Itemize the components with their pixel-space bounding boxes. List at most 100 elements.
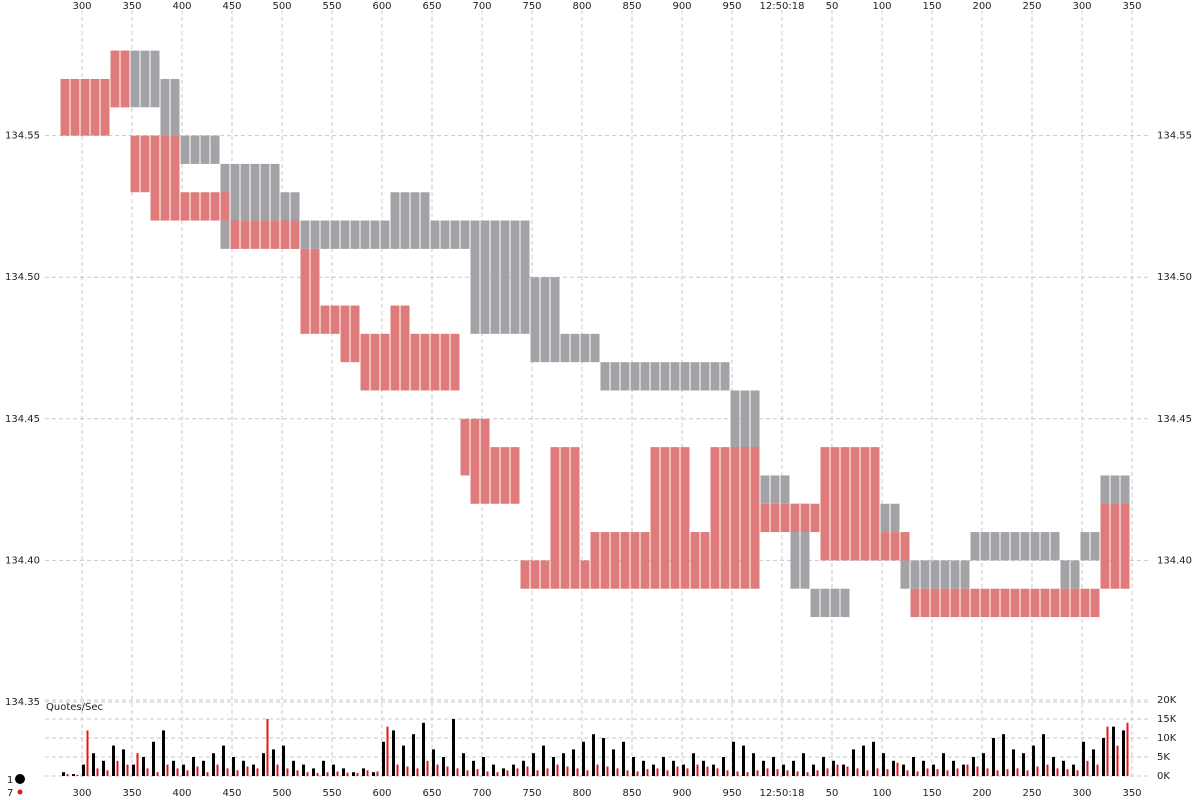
x-tick-label: 400 [172, 788, 191, 799]
price-range-bar [240, 220, 250, 249]
volume-bar [852, 749, 855, 776]
volume-bar [422, 722, 425, 776]
volume-bar [282, 745, 285, 776]
volume-bar [772, 757, 775, 776]
volume-bar [626, 770, 629, 776]
price-range-bar [620, 532, 630, 589]
volume-bar [542, 745, 545, 776]
volume-bar [352, 772, 355, 776]
legend-label: 1 [7, 775, 13, 786]
volume-bar [296, 770, 299, 776]
price-range-bar [840, 588, 850, 618]
volume-bar [1012, 749, 1015, 776]
price-range-bar [830, 447, 840, 561]
volume-bar [402, 745, 405, 776]
price-range-bar [950, 588, 960, 618]
volume-bar [346, 772, 349, 776]
volume-bar [1126, 722, 1129, 776]
volume-bar [912, 757, 915, 776]
volume-bar [472, 760, 475, 776]
price-range-bar [370, 220, 380, 249]
volume-bar [112, 745, 115, 776]
price-range-bar [840, 447, 850, 561]
price-range-bar [860, 447, 870, 561]
x-tick-label: 650 [422, 1, 441, 12]
price-range-bar [510, 220, 520, 334]
x-tick-label: 350 [122, 1, 141, 12]
volume-bar [592, 734, 595, 776]
volume-bar [702, 760, 705, 776]
volume-bar [796, 771, 799, 776]
volume-bar [386, 726, 389, 776]
volume-bar [926, 768, 929, 776]
x-tick-label: 900 [672, 1, 691, 12]
price-range-bar [1100, 503, 1110, 589]
price-range-bar [1080, 588, 1090, 618]
volume-bar [686, 768, 689, 776]
price-range-bar [790, 503, 800, 589]
volume-bar [766, 768, 769, 776]
price-range-bar [1120, 503, 1130, 589]
x-tick-label: 750 [522, 1, 541, 12]
volume-bar [892, 760, 895, 776]
price-range-bar [640, 362, 650, 391]
price-range-bar [410, 333, 420, 391]
price-range-bar [190, 135, 200, 164]
volume-bar [922, 760, 925, 776]
price-range-bar [510, 447, 520, 504]
volume-bar [822, 757, 825, 776]
x-tick-label: 800 [572, 1, 591, 12]
price-range-bar [210, 192, 220, 221]
volume-bar [1002, 734, 1005, 776]
price-range-bar [670, 447, 680, 589]
volume-bar [566, 766, 569, 776]
volume-bar [372, 772, 375, 776]
price-range-bar [310, 248, 320, 334]
price-range-bar [830, 588, 840, 618]
volume-bar [986, 768, 989, 776]
volume-bar [286, 768, 289, 776]
volume-bar [642, 760, 645, 776]
volume-bar [656, 768, 659, 776]
price-range-bar [770, 475, 780, 504]
volume-bar [676, 766, 679, 776]
price-range-bar [370, 333, 380, 391]
volume-bar [496, 772, 499, 776]
price-range-bar [320, 305, 330, 334]
price-range-bar [720, 362, 730, 391]
volume-bar [126, 764, 129, 776]
price-layer [60, 50, 1130, 618]
x-tick-label: 350 [122, 788, 141, 799]
volume-bar [92, 753, 95, 776]
volume-bar [1096, 764, 1099, 776]
volume-bar [762, 760, 765, 776]
price-range-bar [260, 220, 270, 249]
price-range-bar [320, 220, 330, 249]
volume-bar [176, 768, 179, 776]
price-range-bar [1020, 532, 1030, 561]
volume-bar [896, 762, 899, 776]
volume-bar [262, 753, 265, 776]
price-range-bar [430, 333, 440, 391]
y2-tick-label: 134.45 [1157, 414, 1192, 425]
price-range-bar [580, 333, 590, 363]
volume-bar [602, 738, 605, 776]
volume-tick-label: 15K [1157, 714, 1177, 725]
volume-bar [996, 770, 999, 776]
volume-bar [776, 769, 779, 776]
volume-bar [476, 769, 479, 776]
volume-bar [546, 768, 549, 776]
volume-bar [1082, 741, 1085, 776]
volume-bar [1106, 726, 1109, 776]
price-range-bar [630, 532, 640, 589]
volume-bar [1006, 769, 1009, 776]
price-range-bar [1000, 532, 1010, 561]
volume-bar [292, 760, 295, 776]
price-range-bar [140, 135, 150, 193]
label-layer: Quotes/Sec 1 7 300 300 350 350 400 400 450 450 5… [5, 1, 1192, 799]
x-tick-label: 300 [1072, 1, 1091, 12]
volume-bar [1086, 760, 1089, 776]
volume-bar [356, 772, 359, 776]
